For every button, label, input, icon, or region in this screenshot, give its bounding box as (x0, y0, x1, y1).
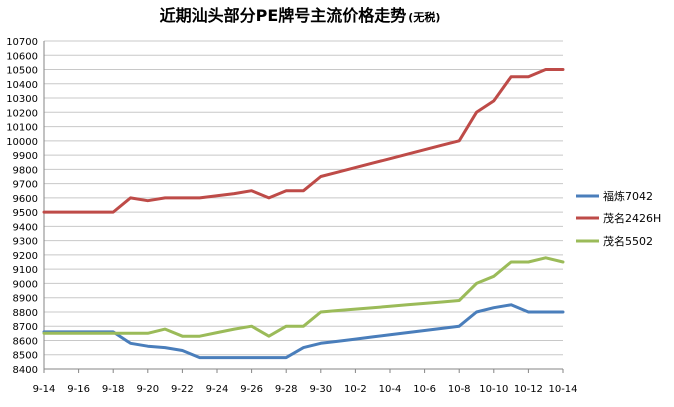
y-tick-label: 9600 (13, 194, 38, 205)
axes (43, 41, 564, 373)
legend-label-2: 茂名5502 (603, 234, 653, 248)
y-tick-label: 8400 (13, 365, 38, 376)
y-tick-label: 8700 (13, 322, 38, 333)
y-tick-label: 10100 (6, 123, 38, 134)
x-tick-label: 10-2 (344, 384, 367, 395)
y-tick-label: 8500 (13, 351, 38, 362)
y-axis-tick-labels: 8400 8500 8600 8700 8800 8900 9000 9100 9200 9300… (6, 37, 38, 376)
x-tick-label: 9-26 (240, 384, 263, 395)
y-tick-label: 10500 (6, 66, 38, 77)
y-tick-label: 10300 (6, 94, 38, 105)
y-tick-label: 8900 (13, 294, 38, 305)
x-tick-label: 10-6 (413, 384, 436, 395)
y-tick-label: 9300 (13, 237, 38, 248)
x-tick-label: 9-20 (136, 384, 159, 395)
x-tick-label: 9-28 (275, 384, 298, 395)
x-tick-label: 10-12 (514, 384, 543, 395)
y-tick-label: 9700 (13, 180, 38, 191)
y-tick-label: 10700 (6, 37, 38, 48)
y-tick-label: 9000 (13, 279, 38, 290)
y-tick-label: 9800 (13, 165, 38, 176)
series-line-0 (42, 303, 565, 360)
legend: 福炼7042 茂名2426H 茂名5502 (576, 189, 661, 248)
chart-title: 近期汕头部分PE牌号主流价格走势 (无税) (160, 6, 441, 25)
y-tick-label: 10400 (6, 80, 38, 91)
y-tick-label: 8800 (13, 308, 38, 319)
y-tick-label: 10000 (6, 137, 38, 148)
x-tick-label: 9-14 (33, 384, 56, 395)
y-tick-label: 9900 (13, 151, 38, 162)
legend-label-1: 茂名2426H (603, 211, 661, 225)
x-tick-label: 10-10 (479, 384, 508, 395)
legend-label-0: 福炼7042 (603, 189, 653, 203)
x-tick-label: 9-24 (206, 384, 229, 395)
y-tick-label: 9200 (13, 251, 38, 262)
x-tick-label: 9-30 (309, 384, 332, 395)
x-tick-label: 9-22 (171, 384, 194, 395)
x-axis-tick-labels: 9-14 9-16 9-18 9-20 9-22 9-24 9-26 9-28 9-30 10-2… (33, 384, 578, 395)
y-tick-label: 9100 (13, 265, 38, 276)
y-tick-label: 8600 (13, 336, 38, 347)
series-lines (42, 68, 565, 360)
x-tick-label: 10-4 (379, 384, 402, 395)
y-tick-label: 9500 (13, 208, 38, 219)
y-tick-label: 10600 (6, 51, 38, 62)
x-tick-label: 9-16 (67, 384, 90, 395)
y-tick-label: 9400 (13, 222, 38, 233)
y-tick-label: 10200 (6, 108, 38, 119)
x-tick-label: 10-14 (548, 384, 577, 395)
x-tick-label: 10-8 (448, 384, 471, 395)
x-tick-label: 9-18 (102, 384, 125, 395)
series-line-1 (42, 68, 565, 214)
series-line-2 (42, 256, 565, 338)
